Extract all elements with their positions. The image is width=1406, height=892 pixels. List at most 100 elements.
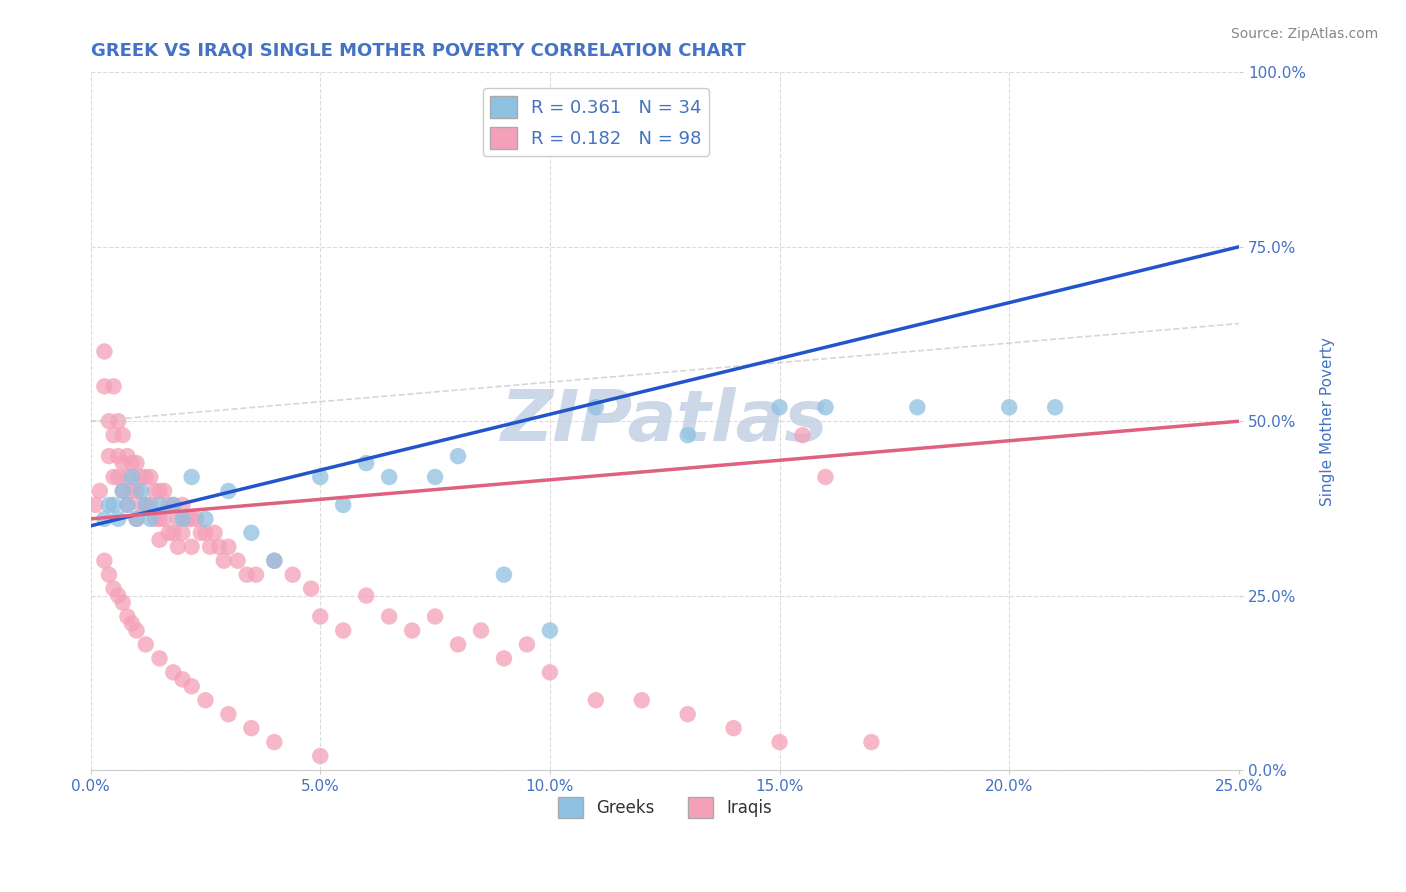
Point [93,379,115,393]
Point [309,609,332,624]
Point [153,483,176,498]
Point [93,344,115,359]
Point [423,609,446,624]
Point [125,624,148,638]
Point [135,470,157,484]
Text: Source: ZipAtlas.com: Source: ZipAtlas.com [1230,27,1378,41]
Point [332,498,354,512]
Point [98,567,121,582]
Point [998,401,1021,415]
Point [236,567,259,582]
Point [447,449,470,463]
Point [103,470,125,484]
Point [172,512,194,526]
Point [117,498,139,512]
Point [180,470,202,484]
Point [585,693,607,707]
Point [148,483,170,498]
Point [125,483,148,498]
Point [378,470,401,484]
Point [117,449,139,463]
Point [190,525,212,540]
Point [905,401,928,415]
Point [194,693,217,707]
Point [129,498,152,512]
Point [167,540,190,554]
Point [281,567,304,582]
Point [125,512,148,526]
Point [492,651,515,665]
Point [676,707,699,722]
Point [98,498,121,512]
Point [217,540,239,554]
Point [299,582,322,596]
Legend: Greeks, Iraqis: Greeks, Iraqis [551,791,779,824]
Point [117,609,139,624]
Point [162,525,184,540]
Point [194,512,217,526]
Point [107,470,129,484]
Point [263,554,285,568]
Point [814,401,837,415]
Point [111,483,134,498]
Point [378,609,401,624]
Point [676,428,699,442]
Point [143,483,166,498]
Point [125,456,148,470]
Point [332,624,354,638]
Point [198,540,221,554]
Point [226,554,249,568]
Point [1043,401,1066,415]
Point [121,470,143,484]
Point [162,665,184,680]
Point [263,554,285,568]
Point [162,498,184,512]
Point [172,525,194,540]
Point [172,673,194,687]
Point [180,540,202,554]
Point [176,512,198,526]
Point [139,498,162,512]
Point [111,483,134,498]
Point [107,589,129,603]
Point [135,498,157,512]
Point [103,582,125,596]
Point [93,554,115,568]
Point [135,637,157,651]
Point [111,456,134,470]
Point [167,512,190,526]
Point [309,749,332,764]
Point [263,735,285,749]
Point [129,470,152,484]
Point [117,470,139,484]
Point [148,651,170,665]
Point [107,449,129,463]
Point [148,533,170,547]
Text: ZIPatlas: ZIPatlas [501,387,828,456]
Point [723,721,745,735]
Point [103,379,125,393]
Point [204,525,226,540]
Point [111,596,134,610]
Point [84,498,107,512]
Point [217,483,239,498]
Text: GREEK VS IRAQI SINGLE MOTHER POVERTY CORRELATION CHART: GREEK VS IRAQI SINGLE MOTHER POVERTY COR… [90,42,745,60]
Point [162,498,184,512]
Point [516,637,538,651]
Point [492,567,515,582]
Point [792,428,814,442]
Point [139,470,162,484]
Point [107,512,129,526]
Point [117,498,139,512]
Point [354,456,377,470]
Point [98,449,121,463]
Y-axis label: Single Mother Poverty: Single Mother Poverty [1320,337,1334,506]
Point [814,470,837,484]
Point [143,512,166,526]
Point [217,707,239,722]
Point [121,456,143,470]
Point [186,512,208,526]
Point [89,483,111,498]
Point [630,693,652,707]
Point [240,721,263,735]
